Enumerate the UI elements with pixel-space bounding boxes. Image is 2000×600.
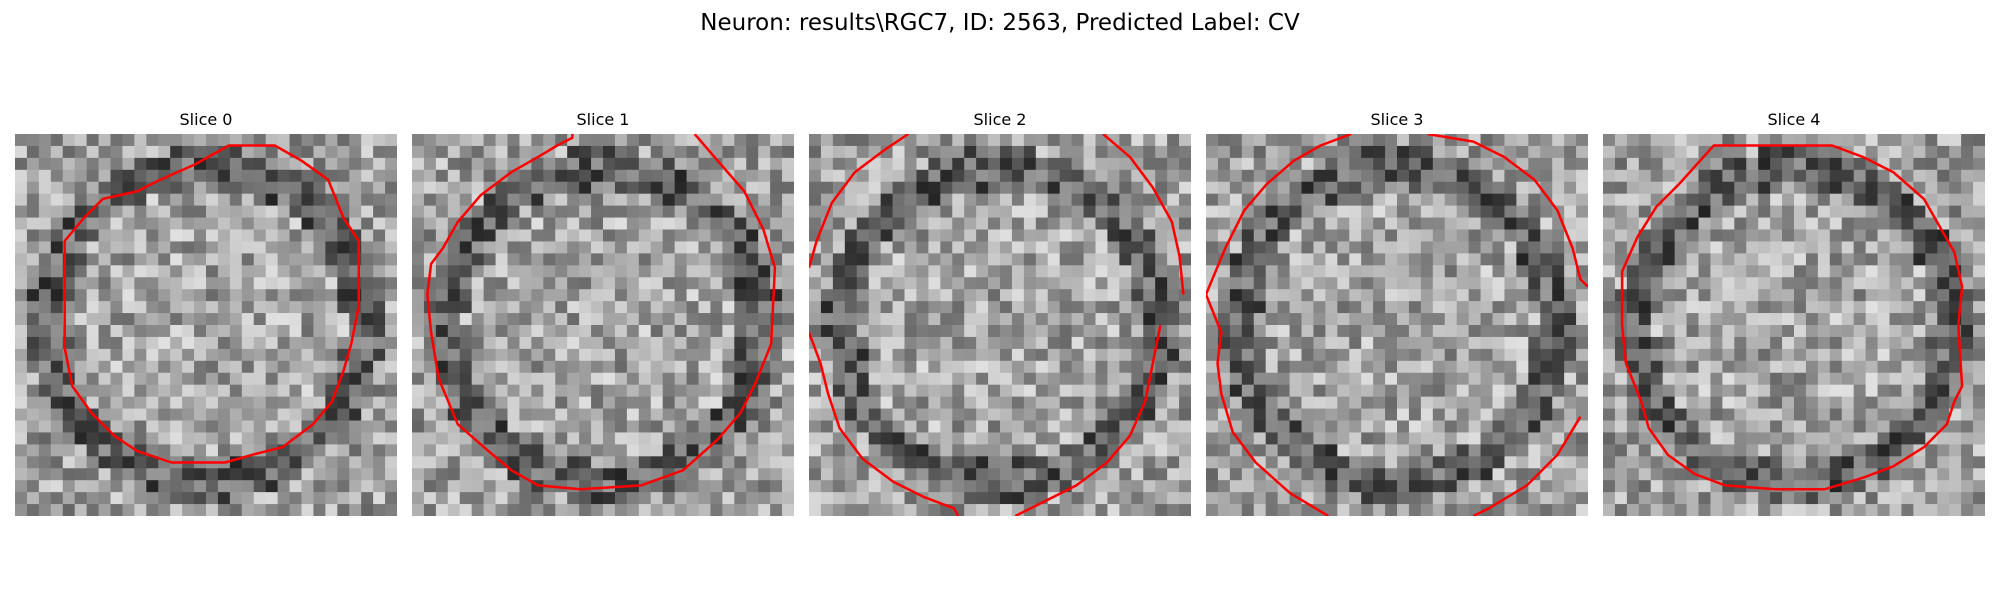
slice-title: Slice 0 [179,110,233,129]
slice-image-2 [809,134,1191,516]
segmentation-contour [1427,134,1588,288]
segmentation-contour [1102,134,1185,295]
pixel-grid [1206,134,1588,516]
slice-panel-0: Slice 0 [15,108,397,516]
pixel-grid [809,134,1191,516]
slice-image-1 [412,134,794,516]
pixel-grid [412,134,794,516]
pixel-grid [1603,134,1985,516]
figure-title: Neuron: results\RGC7, ID: 2563, Predicte… [700,10,1300,36]
segmentation-contour [809,332,960,516]
segmentation-contour [1206,134,1352,295]
segmentation-contour [809,134,909,269]
slice-image-3 [1206,134,1588,516]
segmentation-contour [1472,416,1582,516]
slice-title: Slice 4 [1767,110,1821,129]
slice-title: Slice 3 [1370,110,1424,129]
slice-title: Slice 1 [576,110,630,129]
slice-panel-3: Slice 3 [1206,108,1588,516]
slice-image-4 [1603,134,1985,516]
slice-panel-2: Slice 2 [809,108,1191,516]
segmentation-contour [1620,144,1964,491]
segmentation-contour [63,144,361,464]
slice-panel-1: Slice 1 [412,108,794,516]
segmentation-contour [441,134,574,250]
slice-panel-4: Slice 4 [1603,108,1985,516]
slice-image-0 [15,134,397,516]
pixel-grid [15,134,397,516]
segmentation-contour [1014,324,1162,516]
segmentation-contour [426,134,777,491]
slice-title: Slice 2 [973,110,1027,129]
segmentation-contour [1206,293,1329,516]
